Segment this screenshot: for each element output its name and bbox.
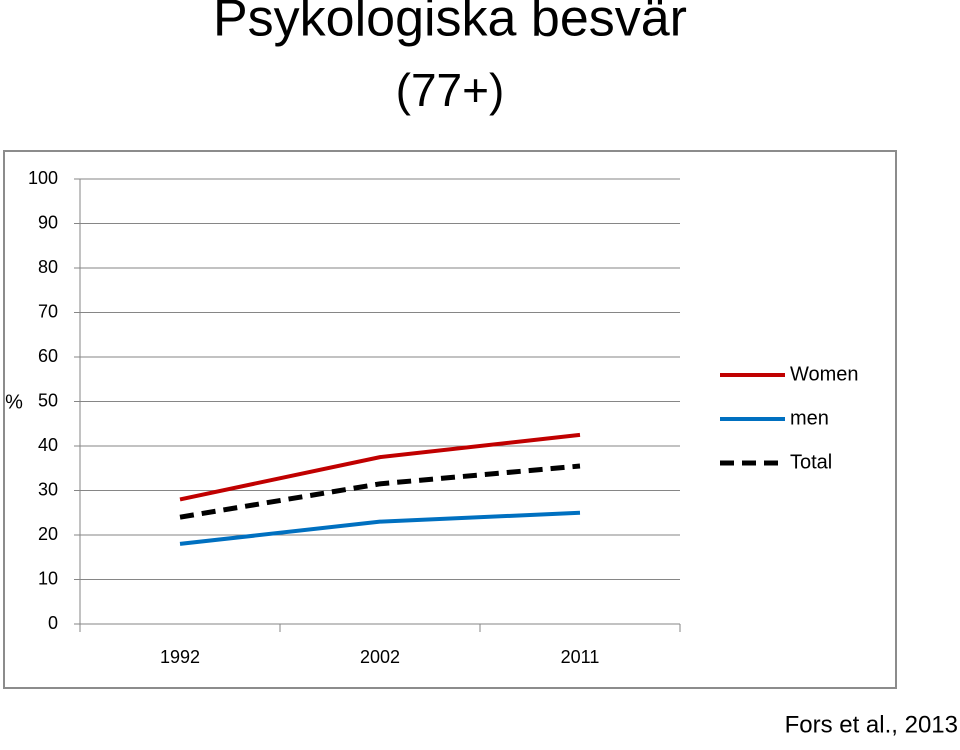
y-tick-label: 30	[38, 479, 58, 499]
legend-label: Women	[790, 363, 859, 385]
series-line	[179, 463, 581, 520]
y-tick-label: 60	[38, 346, 58, 366]
x-tick-label: 1992	[160, 647, 200, 667]
y-tick-label: 50	[38, 390, 58, 410]
y-tick-label: 80	[38, 257, 58, 277]
y-tick-label: 0	[48, 613, 58, 633]
chart-subtitle: (77+)	[396, 64, 505, 116]
legend-label: Total	[790, 451, 832, 473]
series-line	[179, 432, 581, 502]
citation: Fors et al., 2013	[785, 711, 958, 738]
y-axis-label: %	[5, 391, 23, 413]
y-tick-label: 100	[28, 168, 58, 188]
y-tick-label: 70	[38, 301, 58, 321]
series-line	[179, 510, 581, 546]
chart-title: Psykologiska besvär	[213, 0, 687, 48]
y-tick-label: 40	[38, 435, 58, 455]
y-tick-label: 90	[38, 212, 58, 232]
x-tick-label: 2011	[561, 647, 600, 667]
x-tick-label: 2002	[360, 647, 400, 667]
y-tick-label: 10	[38, 568, 58, 588]
y-tick-label: 20	[38, 524, 58, 544]
legend-label: men	[790, 407, 829, 429]
